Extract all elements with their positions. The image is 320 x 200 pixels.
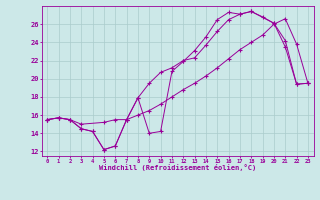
X-axis label: Windchill (Refroidissement éolien,°C): Windchill (Refroidissement éolien,°C)	[99, 164, 256, 171]
